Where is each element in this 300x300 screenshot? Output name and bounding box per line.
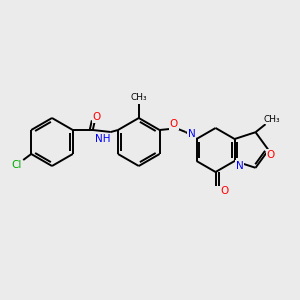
Text: O: O — [169, 119, 178, 129]
Text: O: O — [220, 186, 229, 196]
Text: CH₃: CH₃ — [130, 92, 147, 101]
Text: Cl: Cl — [11, 160, 21, 170]
Text: O: O — [266, 150, 274, 160]
Text: N: N — [236, 161, 244, 171]
Text: O: O — [93, 112, 101, 122]
Text: N: N — [188, 129, 195, 139]
Text: CH₃: CH₃ — [263, 115, 280, 124]
Text: NH: NH — [95, 134, 110, 144]
